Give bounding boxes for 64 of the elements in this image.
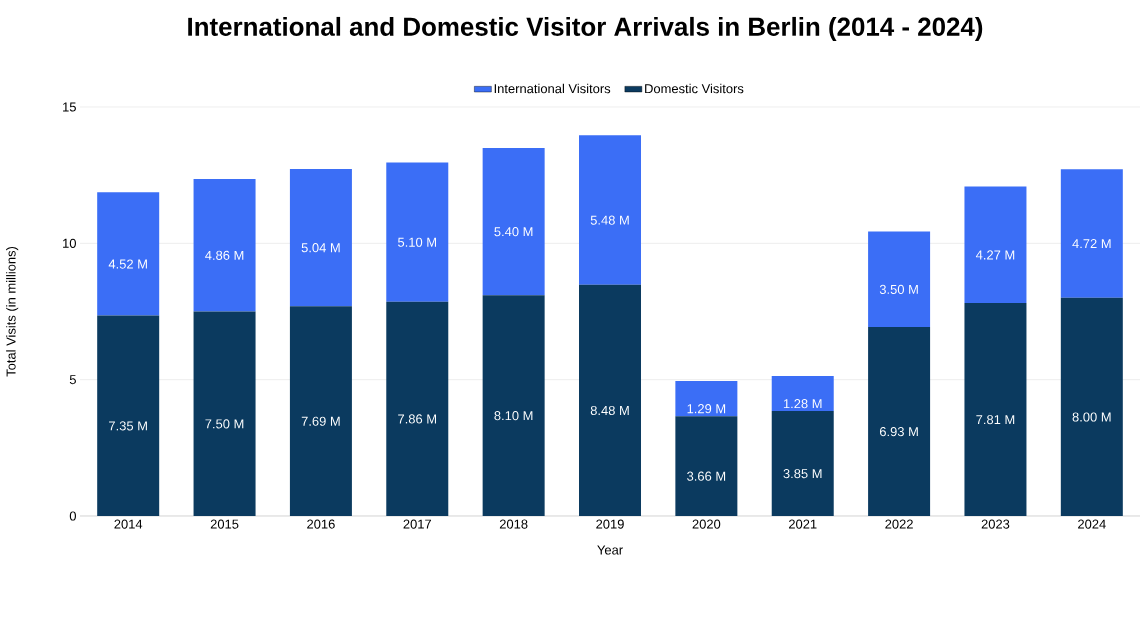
y-tick-label: 5 — [69, 375, 76, 385]
bar — [193, 311, 256, 516]
data-label: 5.40 M — [494, 227, 533, 237]
data-label: 5.48 M — [590, 215, 629, 225]
bar — [482, 295, 545, 516]
bar — [964, 186, 1027, 304]
x-tick-label: 2021 — [788, 519, 817, 529]
data-label: 1.29 M — [687, 404, 726, 414]
bar — [675, 381, 738, 417]
bar — [97, 192, 160, 316]
data-label: 7.81 M — [976, 415, 1015, 425]
x-tick-label: 2023 — [981, 519, 1010, 529]
data-label: 7.50 M — [205, 419, 244, 429]
bar — [868, 231, 931, 328]
bar — [1060, 169, 1123, 298]
data-label: 1.28 M — [783, 399, 822, 409]
x-axis-title: Year — [597, 545, 623, 555]
y-axis-title: Total Visits (in millions) — [6, 246, 19, 377]
data-label: 3.85 M — [783, 469, 822, 479]
bar — [675, 416, 738, 516]
bar — [289, 168, 352, 307]
bar — [964, 303, 1027, 516]
y-tick-label: 15 — [63, 102, 76, 112]
y-tick-label: 10 — [63, 238, 76, 248]
bar — [386, 162, 449, 302]
bar — [771, 411, 834, 516]
x-tick-label: 2014 — [114, 519, 143, 529]
legend-label: International Visitors — [494, 83, 611, 94]
data-label: 7.35 M — [109, 421, 147, 431]
data-label: 4.86 M — [205, 250, 244, 260]
data-label: 4.72 M — [1072, 239, 1111, 249]
data-label: 6.93 M — [879, 427, 918, 437]
x-tick-label: 2024 — [1078, 519, 1106, 529]
data-label: 3.66 M — [687, 471, 726, 481]
data-label: 5.04 M — [301, 243, 340, 253]
y-tick-label: 0 — [69, 511, 76, 521]
data-label: 8.00 M — [1072, 412, 1111, 422]
legend-label: Domestic Visitors — [645, 83, 744, 94]
bar — [193, 178, 256, 312]
bar — [386, 301, 449, 516]
bar — [579, 135, 641, 285]
data-label: 7.86 M — [398, 414, 437, 424]
data-label: 3.50 M — [879, 284, 918, 294]
x-tick-label: 2015 — [210, 519, 239, 529]
bar — [482, 147, 545, 296]
data-label: 7.69 M — [301, 416, 340, 426]
bar — [868, 327, 931, 516]
bar — [289, 306, 352, 516]
bar — [771, 376, 834, 412]
chart-title: International and Domestic Visitor Arrivals in Berlin (2014 - 2024) — [188, 16, 983, 42]
data-label: 8.10 M — [494, 411, 533, 421]
bar — [1060, 297, 1123, 516]
data-label: 4.27 M — [975, 250, 1015, 260]
x-tick-label: 2022 — [885, 519, 913, 529]
x-tick-label: 2017 — [403, 519, 432, 529]
bar — [97, 315, 160, 516]
data-label: 5.10 M — [398, 237, 437, 247]
bar — [579, 284, 641, 516]
x-tick-label: 2020 — [692, 519, 721, 529]
data-label: 8.48 M — [590, 405, 629, 416]
x-tick-label: 2016 — [307, 519, 335, 529]
data-label: 4.52 M — [108, 259, 147, 269]
x-tick-label: 2018 — [499, 519, 528, 529]
x-tick-label: 2019 — [596, 519, 624, 529]
